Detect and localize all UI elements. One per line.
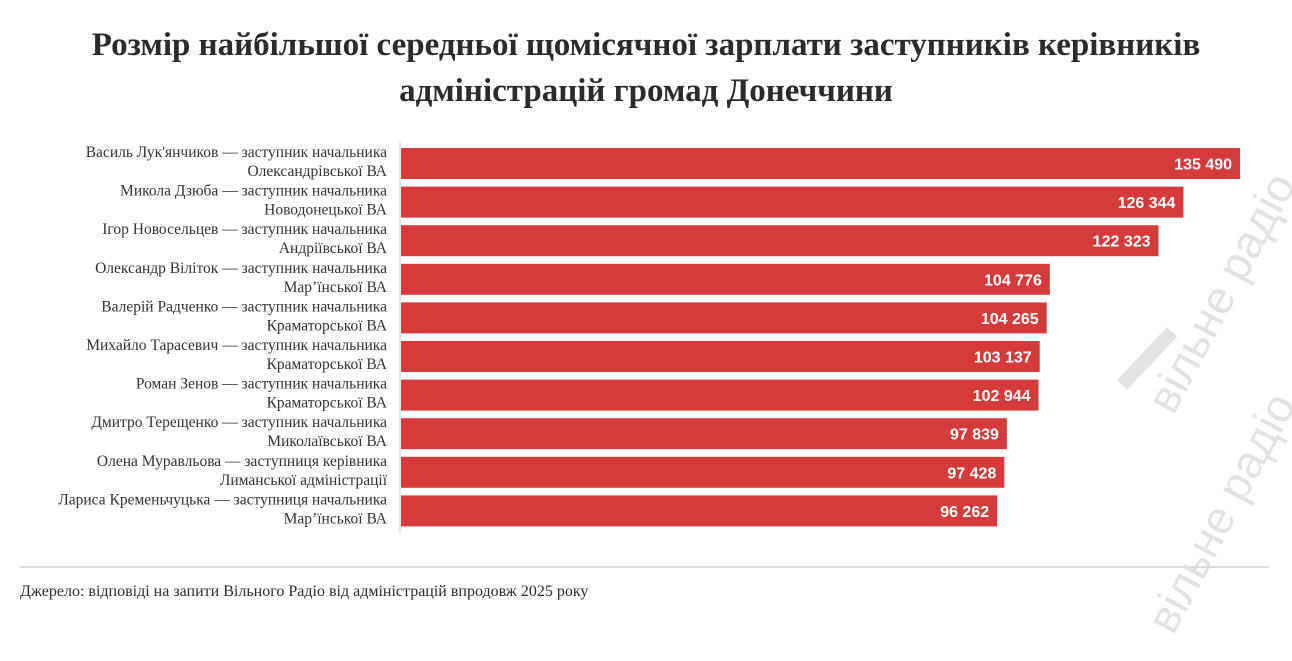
bar-0	[401, 148, 1241, 179]
category-label-4-line-2: Краматорської ВА	[267, 317, 388, 334]
category-label-4-line-1: Валерій Радченко — заступник начальника	[101, 298, 387, 315]
bar-3	[401, 263, 1050, 295]
category-label-6-line-1: Роман Зенов — заступник начальника	[136, 376, 387, 393]
bar-5	[401, 341, 1040, 372]
category-label-9-line-1: Лариса Кременьчуцька — заступниця началь…	[58, 491, 387, 508]
chart-title: Розмір найбільшої середньої щомісячної з…	[0, 22, 1292, 114]
value-label-1: 126 344	[1118, 195, 1176, 212]
value-label-0: 135 490	[1174, 157, 1232, 174]
bar-2	[401, 225, 1159, 257]
category-label-1-line-2: Новодонецької ВА	[264, 202, 388, 219]
chart-title-line-2: адміністрацій громад Донеччини	[399, 73, 893, 109]
bar-9	[401, 495, 998, 527]
value-label-7: 97 839	[950, 427, 999, 444]
value-label-6: 102 944	[973, 388, 1031, 405]
category-label-8-line-2: Лиманської адміністрації	[220, 472, 388, 489]
bar-1	[401, 186, 1184, 218]
category-label-5-line-1: Михайло Тарасевич — заступник начальника	[86, 337, 387, 354]
bar-7	[401, 418, 1007, 450]
category-label-1-line-1: Микола Дзюба — заступник начальника	[120, 183, 387, 200]
watermark-text-1: вільне радіо	[1136, 384, 1292, 641]
bar-4	[401, 302, 1047, 334]
category-label-0-line-1: Василь Лук'янчиков — заступник начальник…	[86, 144, 387, 161]
source-note: Джерело: відповіді на запити Вільного Ра…	[20, 583, 589, 600]
value-label-2: 122 323	[1093, 234, 1151, 251]
category-label-6-line-2: Краматорської ВА	[267, 395, 388, 412]
category-label-2-line-2: Андріївської ВА	[279, 240, 388, 257]
value-label-5: 103 137	[974, 350, 1032, 367]
bar-8	[401, 456, 1005, 488]
value-label-3: 104 776	[984, 272, 1042, 289]
category-label-7-line-1: Дмитро Терещенко — заступник начальника	[91, 414, 387, 431]
footer-divider	[20, 566, 1269, 568]
category-label-3-line-2: Мар’їнської ВА	[284, 279, 388, 296]
category-label-7-line-2: Миколаївської ВА	[267, 433, 388, 450]
bar-6	[401, 379, 1039, 411]
chart-title-line-1: Розмір найбільшої середньої щомісячної з…	[91, 27, 1201, 63]
value-label-4: 104 265	[981, 311, 1039, 328]
category-label-3-line-1: Олександр Віліток — заступник начальника	[95, 260, 387, 277]
category-label-5-line-2: Краматорської ВА	[267, 356, 388, 373]
value-label-9: 96 262	[940, 504, 989, 521]
value-label-8: 97 428	[947, 465, 996, 482]
category-label-0-line-2: Олександрівської ВА	[247, 163, 387, 180]
category-label-9-line-2: Мар’їнської ВА	[284, 510, 388, 527]
watermark-logo-icon	[1116, 327, 1178, 390]
category-label-2-line-1: Ігор Новосельцев — заступник начальника	[102, 221, 387, 238]
category-label-8-line-1: Олена Муравльова — заступниця керівника	[97, 453, 387, 470]
